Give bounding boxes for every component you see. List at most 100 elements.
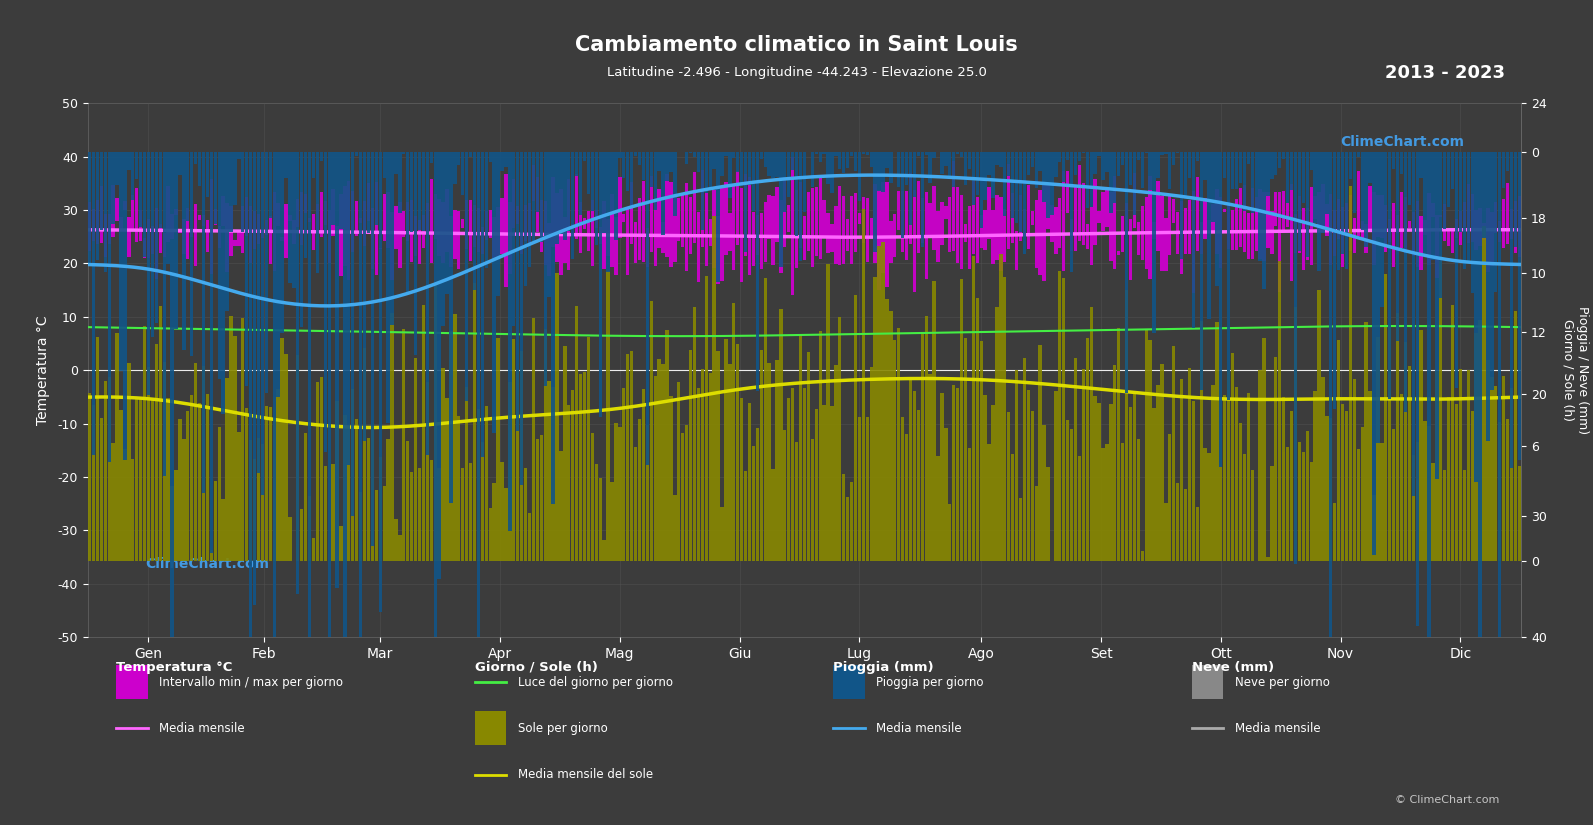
Bar <box>1321 184 1325 227</box>
Bar <box>1231 352 1235 561</box>
Bar <box>1114 152 1117 202</box>
Bar <box>1144 152 1149 153</box>
Bar <box>953 385 956 561</box>
Bar <box>1459 152 1462 232</box>
Bar <box>1015 152 1018 223</box>
Bar <box>768 363 771 561</box>
Bar <box>1329 194 1332 266</box>
Bar <box>395 152 398 174</box>
Bar <box>1290 152 1294 190</box>
Bar <box>618 427 621 561</box>
Bar <box>1505 418 1509 561</box>
Bar <box>299 509 303 561</box>
Bar <box>725 152 728 156</box>
Bar <box>379 457 382 561</box>
Bar <box>551 152 554 503</box>
Bar <box>720 507 723 561</box>
Bar <box>677 198 680 241</box>
Bar <box>645 425 648 561</box>
Bar <box>747 403 752 561</box>
Bar <box>218 152 221 380</box>
Bar <box>1050 205 1053 243</box>
Bar <box>1109 192 1112 261</box>
Bar <box>916 152 921 156</box>
Bar <box>390 152 393 325</box>
Bar <box>174 470 178 561</box>
Bar <box>1475 210 1478 251</box>
Bar <box>190 152 193 356</box>
Bar <box>288 517 292 561</box>
Bar <box>143 327 147 561</box>
Bar <box>371 429 374 561</box>
Bar <box>155 208 158 279</box>
Bar <box>96 152 99 260</box>
Bar <box>913 190 916 292</box>
Bar <box>1047 152 1050 219</box>
Text: Media mensile: Media mensile <box>159 722 245 735</box>
Bar <box>709 219 712 246</box>
Bar <box>1294 152 1297 563</box>
Bar <box>669 152 672 172</box>
Bar <box>527 152 530 266</box>
Bar <box>1058 152 1061 162</box>
Bar <box>1408 152 1411 205</box>
Bar <box>108 377 112 561</box>
Bar <box>1357 449 1360 561</box>
Bar <box>446 398 449 561</box>
Bar <box>586 337 589 561</box>
Bar <box>862 152 865 154</box>
Bar <box>704 276 707 561</box>
Bar <box>205 152 209 197</box>
Bar <box>658 152 661 171</box>
Bar <box>1467 152 1470 263</box>
Bar <box>241 152 244 232</box>
Bar <box>1211 385 1214 561</box>
Bar <box>1286 447 1289 561</box>
Bar <box>618 177 621 238</box>
Bar <box>1129 219 1133 280</box>
Bar <box>975 197 980 263</box>
Bar <box>1231 210 1235 250</box>
Bar <box>505 174 508 287</box>
Bar <box>556 192 559 262</box>
Bar <box>991 210 994 263</box>
Bar <box>1309 152 1313 170</box>
Text: Sole per giorno: Sole per giorno <box>518 722 607 735</box>
Bar <box>720 152 723 177</box>
Bar <box>1388 327 1391 561</box>
Bar <box>1196 507 1200 561</box>
Bar <box>607 219 610 256</box>
Bar <box>1141 551 1144 561</box>
Bar <box>422 152 425 231</box>
Bar <box>956 388 959 561</box>
Bar <box>575 173 578 238</box>
Bar <box>940 202 943 245</box>
Bar <box>1309 187 1313 265</box>
Bar <box>744 174 747 257</box>
Bar <box>830 407 833 561</box>
Bar <box>1478 319 1481 561</box>
Bar <box>347 152 350 464</box>
Bar <box>615 217 618 275</box>
Bar <box>1085 224 1090 249</box>
Bar <box>948 152 951 179</box>
Bar <box>1109 404 1112 561</box>
Bar <box>822 152 825 153</box>
Bar <box>460 468 465 561</box>
Bar <box>599 478 602 561</box>
Bar <box>417 152 421 230</box>
Bar <box>929 203 932 237</box>
Bar <box>374 490 378 561</box>
Bar <box>264 152 268 394</box>
Bar <box>886 299 889 561</box>
Bar <box>484 211 487 240</box>
Bar <box>331 464 335 561</box>
Bar <box>760 350 763 561</box>
Bar <box>1149 340 1152 561</box>
Bar <box>1403 196 1407 253</box>
FancyBboxPatch shape <box>833 665 865 699</box>
Bar <box>139 152 142 227</box>
Bar <box>1380 195 1384 238</box>
Bar <box>1121 443 1125 561</box>
Bar <box>1352 218 1356 253</box>
